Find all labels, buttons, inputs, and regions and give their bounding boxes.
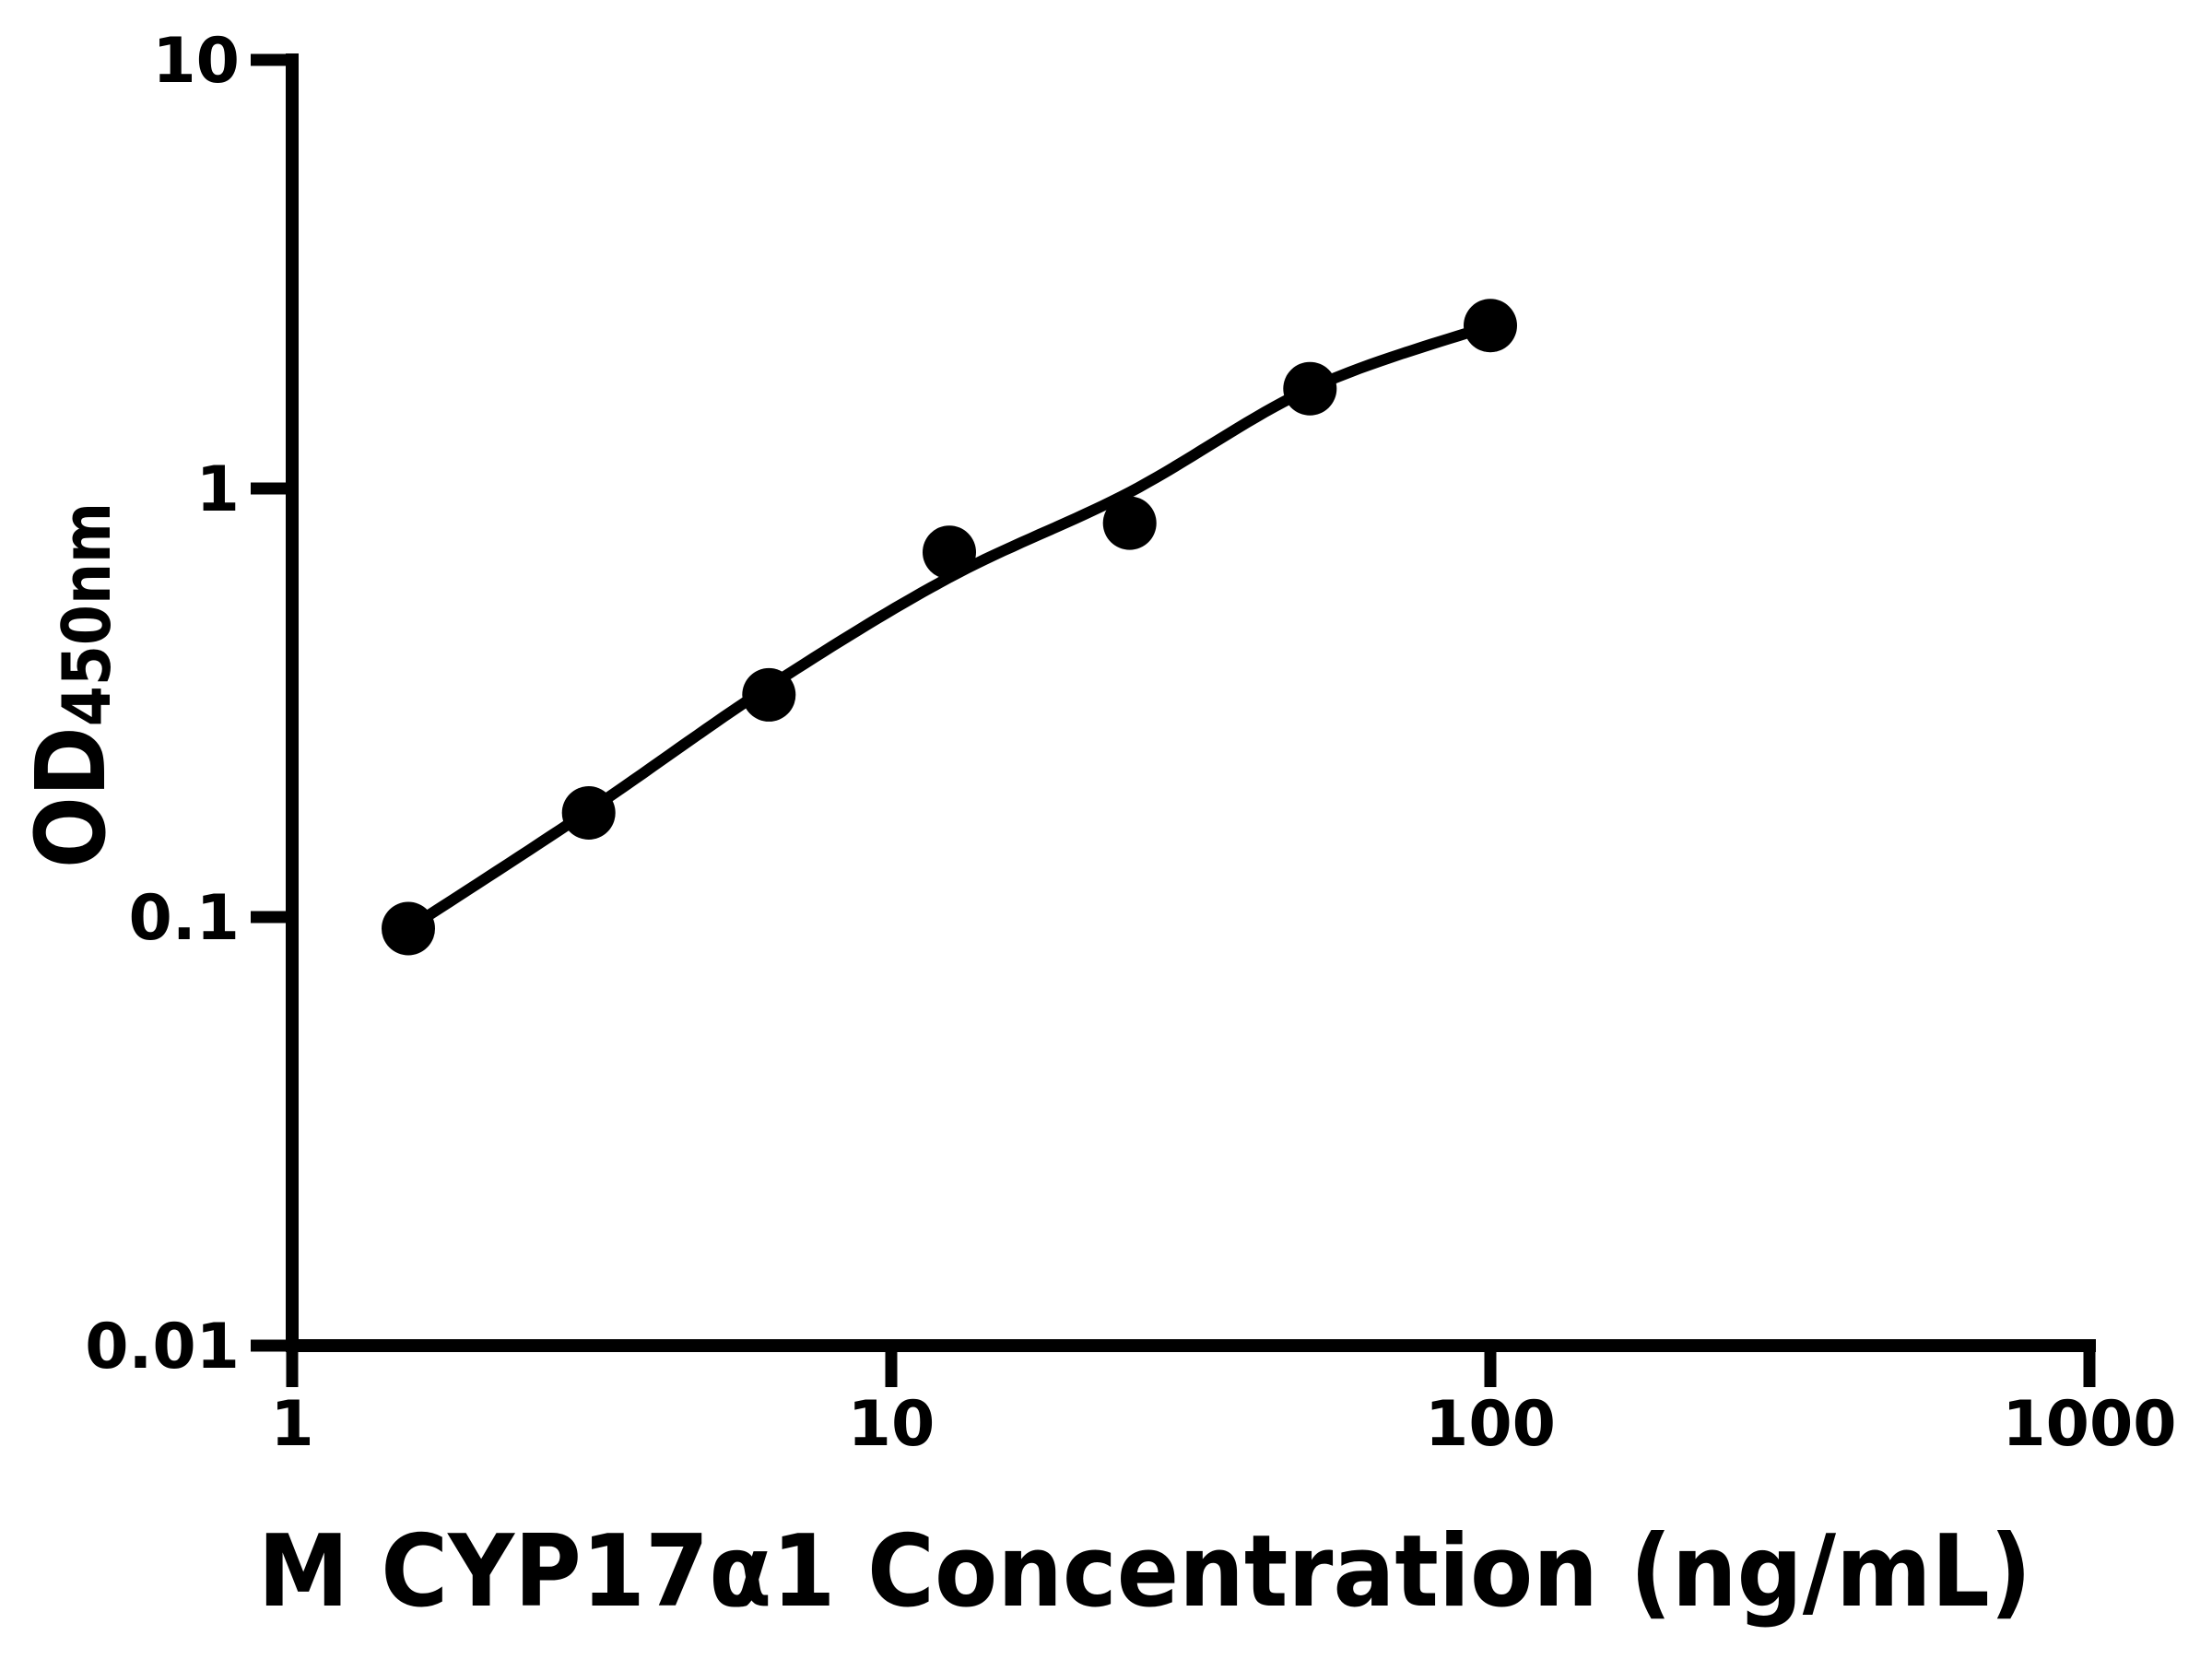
data-point-marker <box>1102 496 1157 550</box>
x-axis-tick-labels: 1 10 100 1000 <box>270 1388 2176 1461</box>
fitted-curve-path <box>403 320 1496 935</box>
data-point-marker <box>561 786 616 840</box>
y-tick-label: 1 <box>196 453 240 526</box>
x-tick-label: 100 <box>1425 1388 1556 1461</box>
data-point-marker <box>742 667 796 722</box>
data-point-marker <box>1464 299 1517 353</box>
y-axis-title-subscript: 450nm <box>48 502 125 726</box>
x-axis-title: M CYP17α1 Concentration (ng/mL) <box>258 1514 2031 1630</box>
y-axis-tick-labels: 10 1 0.1 0.01 <box>85 25 240 1383</box>
x-tick-label: 10 <box>848 1388 935 1461</box>
y-axis-ticks <box>251 53 292 1352</box>
fitted-curve <box>403 320 1496 935</box>
data-point-marker <box>382 901 435 956</box>
x-tick-label: 1000 <box>2002 1388 2176 1461</box>
y-tick-label: 0.01 <box>85 1311 240 1383</box>
x-tick-label: 1 <box>270 1388 313 1461</box>
x-axis-ticks <box>286 1346 2096 1387</box>
data-points <box>382 299 1517 956</box>
y-axis-title-main: OD <box>16 726 127 868</box>
data-point-marker <box>1283 361 1337 416</box>
data-point-marker <box>923 525 976 580</box>
y-axis-title: OD450nm <box>16 502 127 868</box>
y-tick-label: 10 <box>152 25 240 98</box>
y-tick-label: 0.1 <box>129 882 240 955</box>
